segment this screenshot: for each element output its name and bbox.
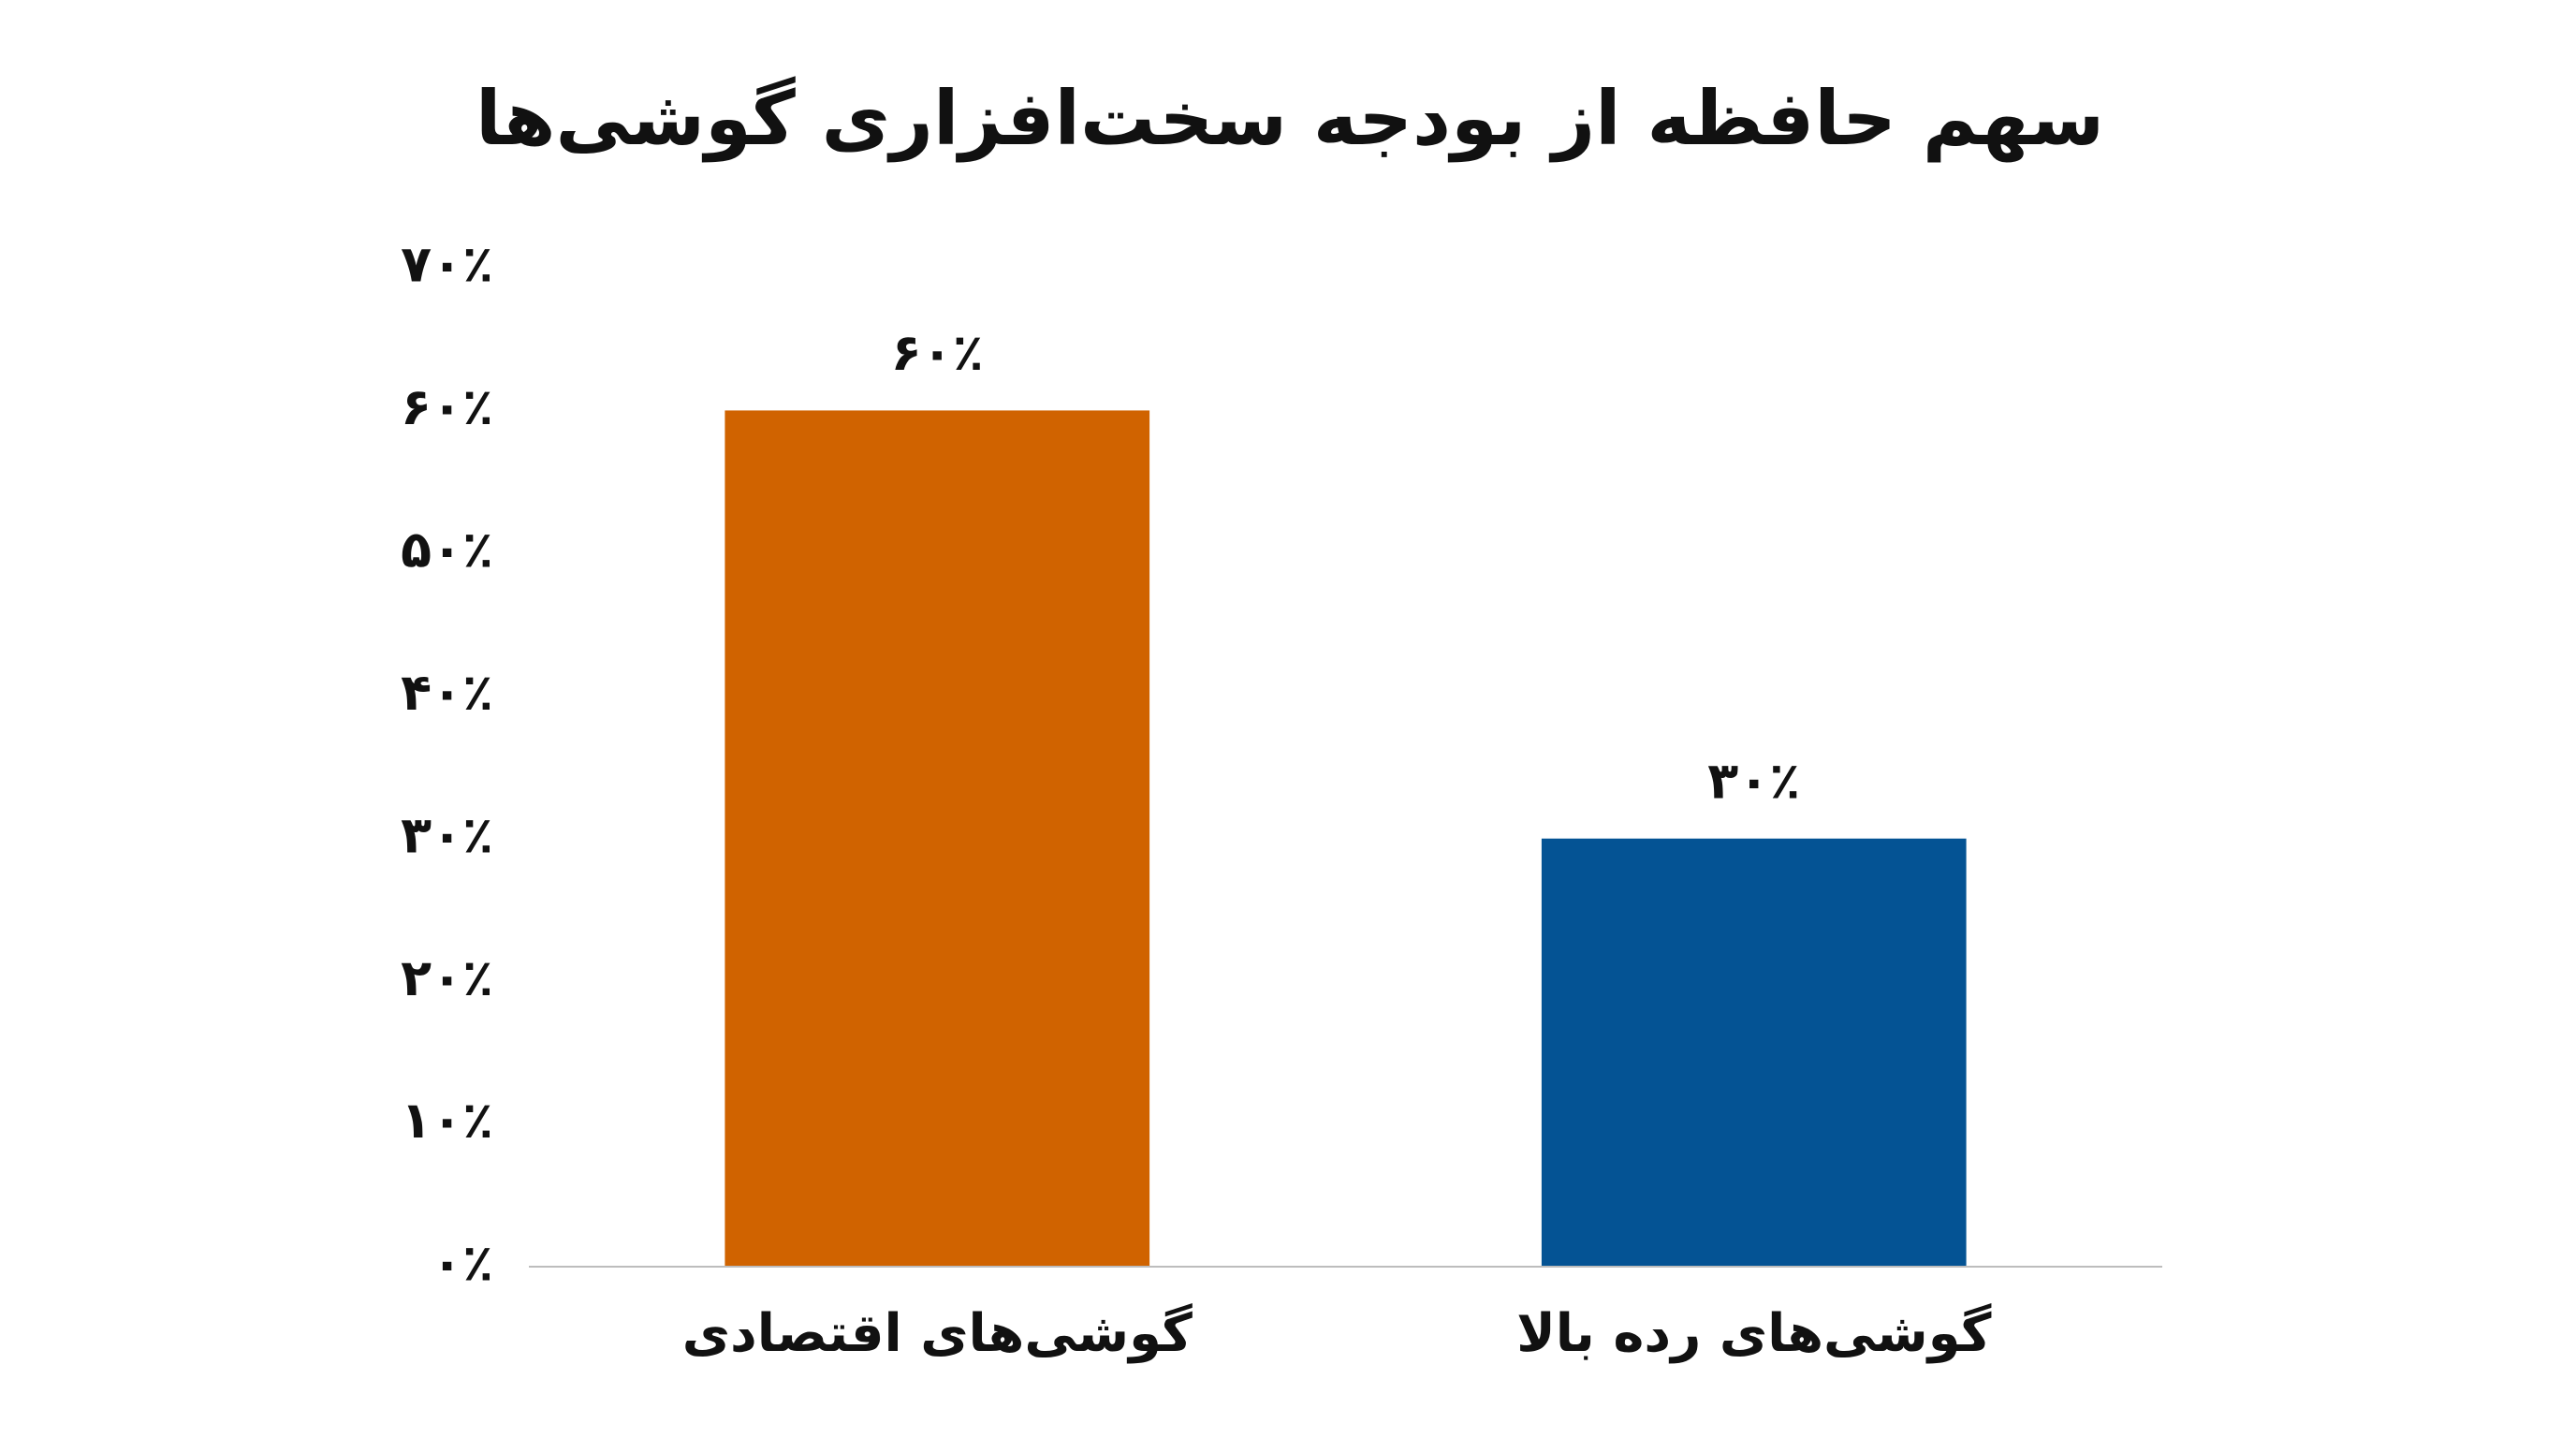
chart-title: سهم حافظه از بودجه سخت‌افزاری گوشی‌ها <box>476 75 2104 163</box>
y-tick-label: ۱۰٪ <box>401 1091 493 1150</box>
bar <box>724 410 1150 1267</box>
y-tick-label: ۷۰٪ <box>401 235 493 294</box>
y-tick-label: ۲۰٪ <box>401 948 493 1007</box>
x-tick-label: گوشی‌های اقتصادی <box>682 1303 1193 1364</box>
y-tick-label: ۰٪ <box>432 1234 493 1293</box>
bar <box>1541 838 1967 1267</box>
y-tick-label: ۶۰٪ <box>401 377 493 436</box>
value-label: ۳۰٪ <box>1707 751 1800 810</box>
y-tick-label: ۳۰٪ <box>401 805 493 864</box>
x-tick-label: گوشی‌های رده بالا <box>1516 1303 1992 1364</box>
value-label: ۶۰٪ <box>891 323 984 382</box>
y-tick-label: ۵۰٪ <box>401 520 493 579</box>
y-tick-label: ۴۰٪ <box>401 663 493 722</box>
